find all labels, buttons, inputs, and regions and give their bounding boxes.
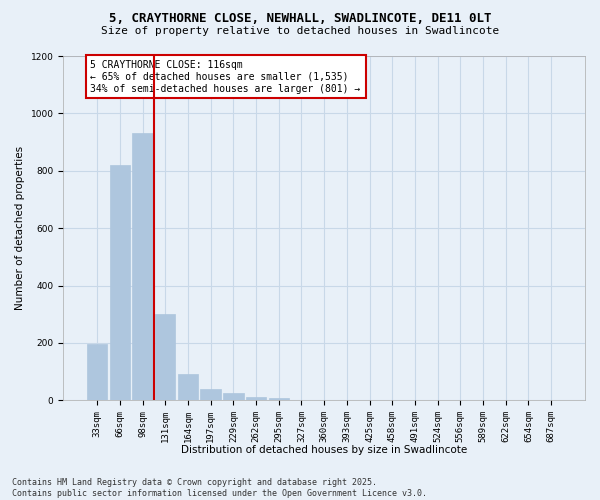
Text: Size of property relative to detached houses in Swadlincote: Size of property relative to detached ho… <box>101 26 499 36</box>
Bar <box>87 344 107 400</box>
Bar <box>246 397 266 400</box>
X-axis label: Distribution of detached houses by size in Swadlincote: Distribution of detached houses by size … <box>181 445 467 455</box>
Text: 5, CRAYTHORNE CLOSE, NEWHALL, SWADLINCOTE, DE11 0LT: 5, CRAYTHORNE CLOSE, NEWHALL, SWADLINCOT… <box>109 12 491 26</box>
Bar <box>155 314 175 400</box>
Y-axis label: Number of detached properties: Number of detached properties <box>15 146 25 310</box>
Bar <box>133 134 153 400</box>
Bar <box>223 393 244 400</box>
Bar <box>269 398 289 400</box>
Bar <box>200 390 221 400</box>
Text: 5 CRAYTHORNE CLOSE: 116sqm
← 65% of detached houses are smaller (1,535)
34% of s: 5 CRAYTHORNE CLOSE: 116sqm ← 65% of deta… <box>91 60 361 94</box>
Bar <box>178 374 198 400</box>
Bar <box>110 165 130 400</box>
Text: Contains HM Land Registry data © Crown copyright and database right 2025.
Contai: Contains HM Land Registry data © Crown c… <box>12 478 427 498</box>
